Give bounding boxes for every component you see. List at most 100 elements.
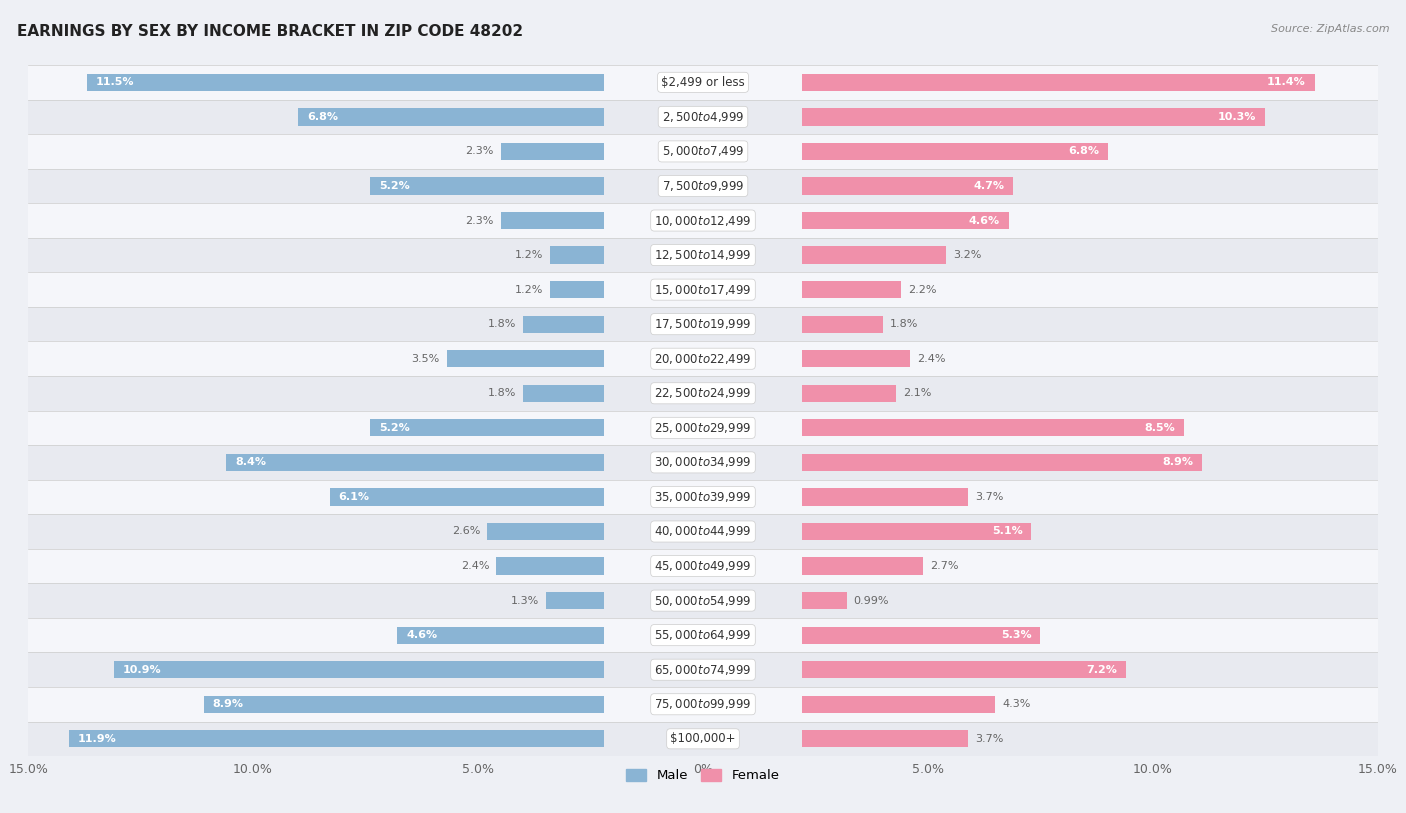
Bar — [801, 558, 924, 575]
Bar — [28, 376, 1378, 411]
Text: Source: ZipAtlas.com: Source: ZipAtlas.com — [1271, 24, 1389, 34]
Bar — [801, 74, 1315, 91]
Bar — [801, 385, 897, 402]
Text: $10,000 to $12,499: $10,000 to $12,499 — [654, 214, 752, 228]
Text: EARNINGS BY SEX BY INCOME BRACKET IN ZIP CODE 48202: EARNINGS BY SEX BY INCOME BRACKET IN ZIP… — [17, 24, 523, 39]
Text: $2,500 to $4,999: $2,500 to $4,999 — [662, 110, 744, 124]
Text: $2,499 or less: $2,499 or less — [661, 76, 745, 89]
Bar — [396, 627, 605, 644]
Bar — [87, 74, 605, 91]
Bar — [28, 549, 1378, 583]
Text: $12,500 to $14,999: $12,500 to $14,999 — [654, 248, 752, 262]
Bar — [298, 108, 605, 125]
Legend: Male, Female: Male, Female — [621, 763, 785, 788]
Text: $45,000 to $49,999: $45,000 to $49,999 — [654, 559, 752, 573]
Bar — [801, 523, 1032, 540]
Bar — [28, 411, 1378, 445]
Text: $17,500 to $19,999: $17,500 to $19,999 — [654, 317, 752, 331]
Text: 1.2%: 1.2% — [515, 250, 543, 260]
Text: 10.9%: 10.9% — [122, 665, 162, 675]
Text: 8.9%: 8.9% — [1163, 458, 1194, 467]
Text: 4.7%: 4.7% — [973, 181, 1004, 191]
Bar — [801, 315, 883, 333]
Text: 8.4%: 8.4% — [235, 458, 266, 467]
Text: $100,000+: $100,000+ — [671, 733, 735, 746]
Text: 3.5%: 3.5% — [412, 354, 440, 363]
Bar — [801, 143, 1108, 160]
Text: 11.9%: 11.9% — [77, 734, 117, 744]
Text: $20,000 to $22,499: $20,000 to $22,499 — [654, 352, 752, 366]
Text: 4.6%: 4.6% — [969, 215, 1000, 225]
Bar — [204, 696, 605, 713]
Bar — [501, 212, 605, 229]
Text: 0.99%: 0.99% — [853, 596, 889, 606]
Text: 8.5%: 8.5% — [1144, 423, 1175, 433]
Text: $35,000 to $39,999: $35,000 to $39,999 — [654, 490, 752, 504]
Bar — [801, 350, 910, 367]
Bar — [801, 454, 1202, 471]
Text: 10.3%: 10.3% — [1218, 112, 1257, 122]
Bar — [801, 696, 995, 713]
Text: $40,000 to $44,999: $40,000 to $44,999 — [654, 524, 752, 538]
Bar — [28, 618, 1378, 652]
Bar — [28, 168, 1378, 203]
Bar — [28, 237, 1378, 272]
Text: 7.2%: 7.2% — [1085, 665, 1116, 675]
Bar — [28, 99, 1378, 134]
Text: 6.8%: 6.8% — [1069, 146, 1099, 156]
Text: $75,000 to $99,999: $75,000 to $99,999 — [654, 698, 752, 711]
Bar — [801, 730, 969, 747]
Bar — [28, 341, 1378, 376]
Text: $30,000 to $34,999: $30,000 to $34,999 — [654, 455, 752, 469]
Bar — [28, 514, 1378, 549]
Bar — [801, 281, 901, 298]
Bar — [370, 177, 605, 194]
Bar — [28, 65, 1378, 99]
Bar — [550, 281, 605, 298]
Bar — [801, 627, 1040, 644]
Text: $5,000 to $7,499: $5,000 to $7,499 — [662, 145, 744, 159]
Text: $65,000 to $74,999: $65,000 to $74,999 — [654, 663, 752, 676]
Bar — [801, 661, 1126, 678]
Text: 6.8%: 6.8% — [307, 112, 337, 122]
Text: 6.1%: 6.1% — [339, 492, 370, 502]
Bar — [486, 523, 605, 540]
Text: 3.7%: 3.7% — [976, 492, 1004, 502]
Bar — [801, 489, 969, 506]
Text: 2.4%: 2.4% — [917, 354, 945, 363]
Text: 1.8%: 1.8% — [488, 389, 516, 398]
Text: 4.3%: 4.3% — [1002, 699, 1031, 709]
Bar — [370, 420, 605, 437]
Text: 2.7%: 2.7% — [931, 561, 959, 571]
Text: 11.5%: 11.5% — [96, 77, 134, 87]
Bar — [28, 687, 1378, 722]
Bar — [28, 134, 1378, 168]
Bar — [523, 385, 605, 402]
Text: $55,000 to $64,999: $55,000 to $64,999 — [654, 628, 752, 642]
Text: 3.7%: 3.7% — [976, 734, 1004, 744]
Text: $25,000 to $29,999: $25,000 to $29,999 — [654, 421, 752, 435]
Text: 2.1%: 2.1% — [903, 389, 932, 398]
Bar — [550, 246, 605, 263]
Bar — [226, 454, 605, 471]
Text: $15,000 to $17,499: $15,000 to $17,499 — [654, 283, 752, 297]
Bar — [546, 592, 605, 609]
Text: 1.3%: 1.3% — [510, 596, 538, 606]
Bar — [28, 583, 1378, 618]
Bar — [801, 177, 1014, 194]
Text: 2.2%: 2.2% — [908, 285, 936, 294]
Bar — [329, 489, 605, 506]
Bar — [28, 203, 1378, 237]
Bar — [28, 480, 1378, 514]
Bar — [447, 350, 605, 367]
Bar — [523, 315, 605, 333]
Text: $22,500 to $24,999: $22,500 to $24,999 — [654, 386, 752, 400]
Text: 5.1%: 5.1% — [991, 527, 1022, 537]
Text: 3.2%: 3.2% — [953, 250, 981, 260]
Bar — [28, 652, 1378, 687]
Bar — [801, 246, 946, 263]
Text: 5.2%: 5.2% — [380, 423, 409, 433]
Text: $7,500 to $9,999: $7,500 to $9,999 — [662, 179, 744, 193]
Text: 2.3%: 2.3% — [465, 215, 494, 225]
Bar — [801, 420, 1184, 437]
